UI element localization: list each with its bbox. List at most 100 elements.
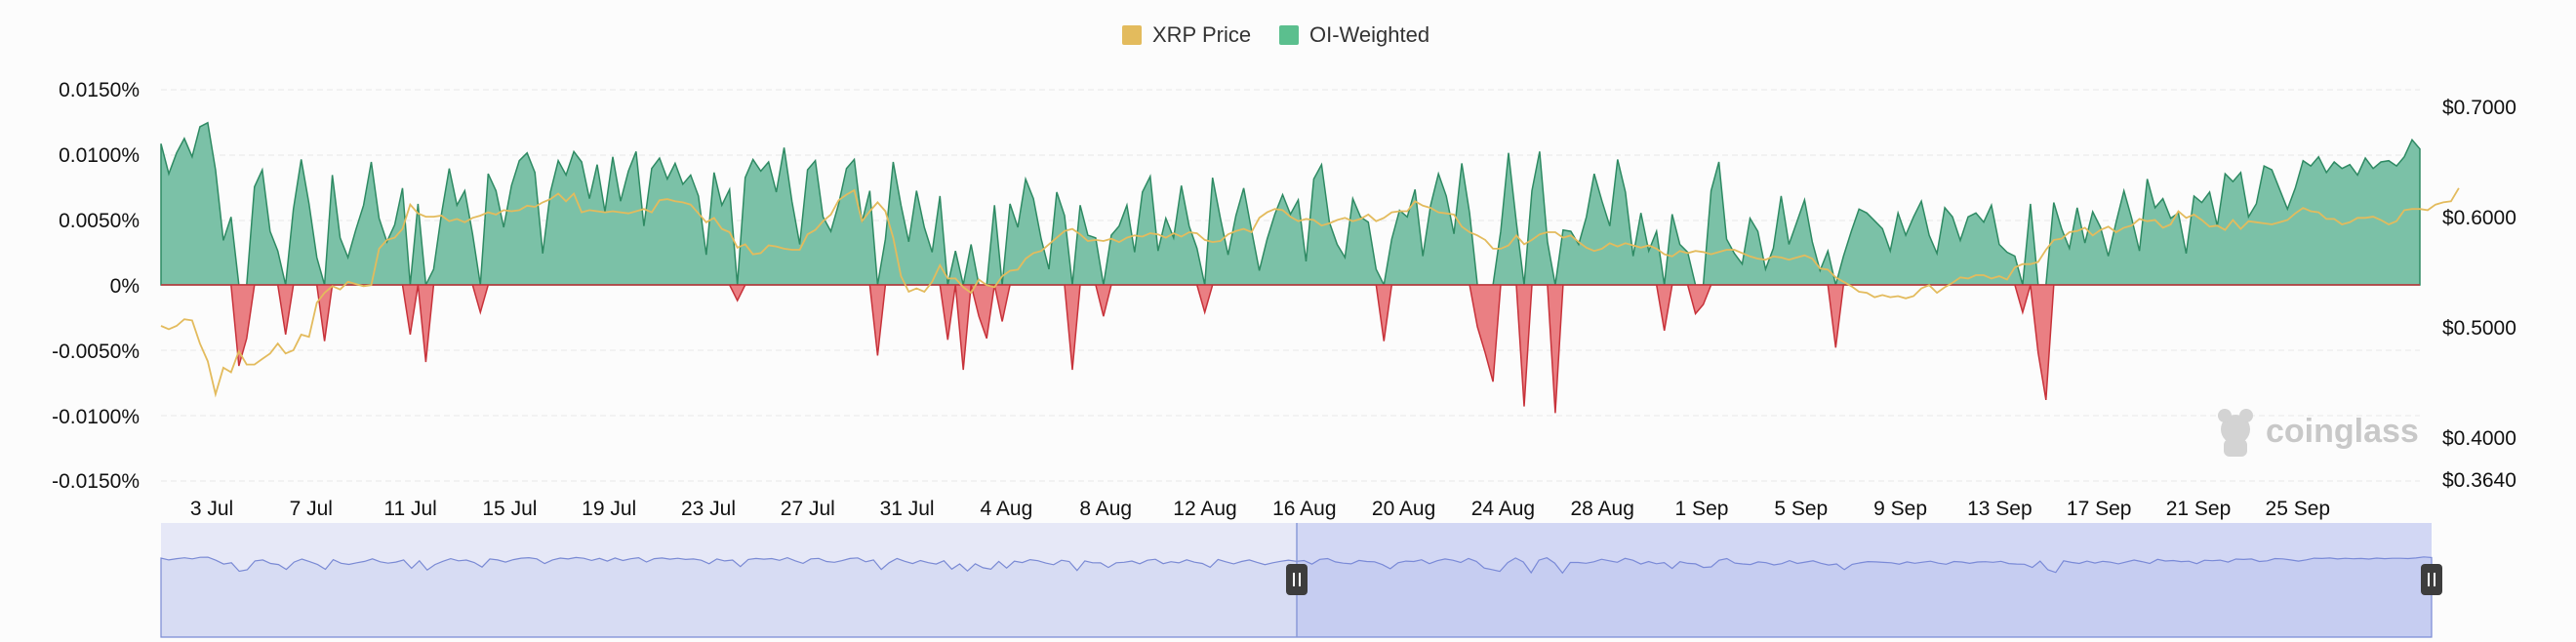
oi-point bbox=[985, 337, 988, 341]
price-point bbox=[509, 210, 513, 214]
oi-point bbox=[423, 360, 427, 364]
price-point bbox=[938, 263, 942, 267]
oi-point bbox=[1475, 325, 1479, 329]
oi-point bbox=[992, 203, 996, 207]
price-point bbox=[1530, 238, 1534, 242]
price-point bbox=[2371, 215, 2375, 219]
range-navigator[interactable] bbox=[160, 523, 2442, 638]
price-point bbox=[401, 227, 405, 231]
oi-point bbox=[1460, 161, 1464, 165]
legend[interactable]: XRP Price OI-Weighted bbox=[1122, 22, 1429, 47]
y-left-tick: 0.0100% bbox=[59, 144, 140, 167]
price-point bbox=[665, 197, 669, 201]
price-point bbox=[2426, 208, 2430, 212]
price-point bbox=[261, 357, 264, 361]
oi-point bbox=[853, 157, 857, 161]
x-tick-label: 24 Aug bbox=[1471, 498, 1535, 520]
price-point bbox=[307, 335, 311, 339]
navigator-selection[interactable] bbox=[1297, 523, 2432, 637]
navigator-handle-right[interactable] bbox=[2421, 564, 2442, 595]
oi-point bbox=[2052, 201, 2056, 205]
oi-point bbox=[2161, 197, 2165, 201]
price-point bbox=[229, 371, 233, 375]
oi-point bbox=[1904, 233, 1908, 237]
price-point bbox=[1802, 254, 1806, 258]
legend-label-price[interactable]: XRP Price bbox=[1152, 22, 1251, 47]
price-point bbox=[1125, 236, 1129, 240]
oi-point bbox=[953, 249, 957, 253]
price-point bbox=[1389, 211, 1393, 215]
oi-point bbox=[276, 249, 280, 253]
price-point bbox=[2277, 221, 2281, 224]
oi-point bbox=[1319, 163, 1323, 167]
oi-point bbox=[1561, 228, 1565, 232]
price-point bbox=[2402, 208, 2406, 212]
oi-point bbox=[1631, 255, 1635, 259]
oi-point bbox=[1608, 224, 1612, 228]
oi-point bbox=[1133, 251, 1137, 255]
price-point bbox=[1475, 233, 1479, 237]
price-point bbox=[1047, 242, 1051, 246]
price-point bbox=[1771, 255, 1775, 259]
price-point bbox=[806, 232, 810, 236]
oi-point bbox=[1958, 238, 1962, 242]
price-point bbox=[1997, 274, 2001, 278]
price-point bbox=[159, 324, 163, 328]
oi-point bbox=[1180, 183, 1184, 187]
xrp-price-line bbox=[160, 187, 2460, 398]
price-point bbox=[1577, 240, 1581, 244]
price-point bbox=[2457, 186, 2461, 190]
price-point bbox=[1880, 293, 1884, 297]
oi-point bbox=[2036, 351, 2040, 355]
navigator-handle-left[interactable] bbox=[1286, 564, 1308, 595]
price-point bbox=[822, 220, 825, 223]
oi-point bbox=[1585, 215, 1589, 219]
oi-point bbox=[704, 253, 708, 257]
oi-point bbox=[798, 243, 802, 247]
price-point bbox=[2044, 248, 2048, 252]
price-point bbox=[961, 285, 965, 289]
oi-point bbox=[1951, 215, 1954, 219]
oi-point bbox=[611, 155, 615, 159]
legend-label-oi[interactable]: OI-Weighted bbox=[1309, 22, 1429, 47]
price-point bbox=[2208, 224, 2212, 228]
price-point bbox=[447, 220, 451, 223]
oi-point bbox=[159, 141, 163, 145]
price-point bbox=[751, 253, 755, 257]
oi-point bbox=[1305, 260, 1308, 263]
price-point bbox=[814, 228, 818, 232]
price-point bbox=[1935, 291, 1939, 295]
oi-point bbox=[883, 237, 887, 241]
price-point bbox=[1616, 245, 1620, 249]
oi-point bbox=[2060, 226, 2064, 230]
price-point bbox=[2293, 212, 2297, 216]
oi-point bbox=[1008, 202, 1012, 206]
price-point bbox=[1102, 239, 1106, 243]
price-point bbox=[720, 227, 724, 231]
oi-point bbox=[1896, 211, 1900, 215]
oi-point bbox=[1647, 249, 1651, 253]
oi-point bbox=[1444, 194, 1448, 198]
oi-point bbox=[1483, 351, 1487, 355]
oi-point bbox=[806, 168, 810, 172]
y-left-tick: 0.0050% bbox=[59, 210, 140, 232]
oi-point bbox=[1530, 189, 1534, 193]
coinglass-logo-icon bbox=[2218, 409, 2253, 457]
price-point bbox=[1702, 250, 1706, 254]
oi-point bbox=[1203, 310, 1207, 314]
oi-point bbox=[1452, 232, 1456, 236]
oi-point bbox=[509, 183, 513, 187]
oi-point bbox=[1311, 178, 1315, 181]
oi-point bbox=[2270, 168, 2274, 172]
oi-point bbox=[930, 251, 934, 255]
price-point bbox=[1086, 239, 1090, 243]
x-tick-label: 5 Sep bbox=[1774, 498, 1828, 520]
oi-point bbox=[736, 299, 740, 302]
price-point bbox=[2091, 233, 2095, 237]
price-point bbox=[1219, 239, 1223, 243]
price-point bbox=[1266, 211, 1269, 215]
price-point bbox=[1849, 284, 1853, 288]
y-axis-right: $0.7000 $0.6000 $0.5000 $0.4000 $0.3640 bbox=[2442, 97, 2516, 492]
price-point bbox=[1670, 255, 1674, 259]
